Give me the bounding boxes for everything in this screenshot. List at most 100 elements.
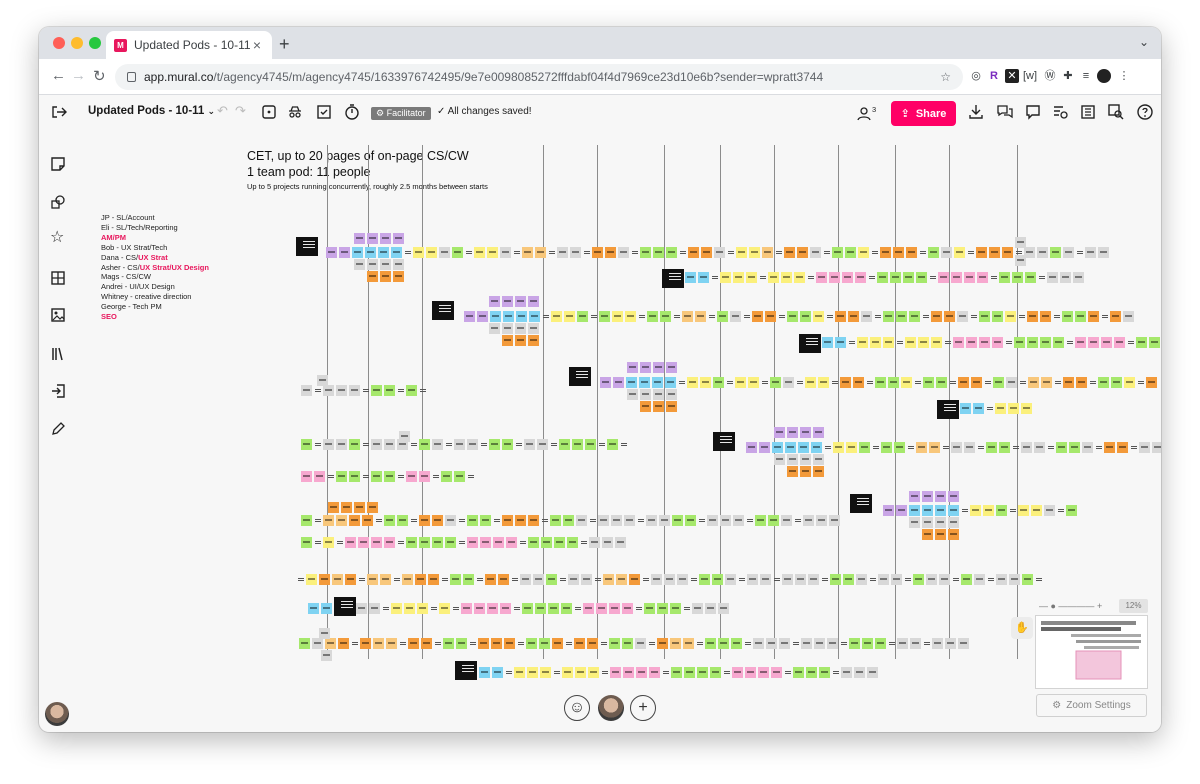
sticky-note[interactable] <box>1117 442 1128 453</box>
sticky-note[interactable] <box>948 517 959 528</box>
sticky-note[interactable] <box>577 311 588 322</box>
sticky-note[interactable] <box>829 515 840 526</box>
sticky-note[interactable] <box>801 638 812 649</box>
sticky-note[interactable] <box>332 574 343 585</box>
invite-add-button[interactable]: + <box>630 695 656 721</box>
import-icon[interactable] <box>50 383 66 399</box>
sticky-note[interactable] <box>835 337 846 348</box>
browser-menu-icon[interactable]: ⋮ <box>1118 70 1130 82</box>
sticky-note[interactable] <box>464 311 475 322</box>
sticky-note[interactable] <box>745 667 756 678</box>
sticky-note[interactable] <box>419 471 430 482</box>
sticky-note[interactable] <box>989 247 1000 258</box>
sticky-note[interactable] <box>1152 442 1161 453</box>
sticky-note[interactable] <box>384 385 395 396</box>
sticky-note[interactable] <box>1082 442 1093 453</box>
sticky-note[interactable] <box>419 537 430 548</box>
sticky-note[interactable] <box>568 574 579 585</box>
share-button[interactable]: ⇪ Share <box>891 101 956 126</box>
sticky-note[interactable] <box>787 427 798 438</box>
sticky-note[interactable] <box>671 667 682 678</box>
sticky-note[interactable] <box>419 515 430 526</box>
tab-search-chevron-icon[interactable]: ⌄ <box>1138 35 1149 49</box>
sticky-note[interactable] <box>781 272 792 283</box>
sticky-note[interactable] <box>894 442 905 453</box>
sticky-note[interactable] <box>653 362 664 373</box>
title-chevron-down-icon[interactable]: ⌄ <box>207 106 216 116</box>
sticky-note[interactable] <box>1012 272 1023 283</box>
sticky-note[interactable] <box>1104 442 1115 453</box>
sticky-note[interactable] <box>489 439 500 450</box>
sticky-note[interactable] <box>474 603 485 614</box>
sticky-note[interactable] <box>607 439 618 450</box>
project-label-card[interactable] <box>713 432 735 451</box>
profile-avatar-icon[interactable] <box>1097 69 1111 83</box>
sticky-note[interactable] <box>954 247 965 258</box>
sticky-note[interactable] <box>546 574 557 585</box>
sticky-note[interactable] <box>384 515 395 526</box>
sticky-note[interactable] <box>336 385 347 396</box>
sticky-note[interactable] <box>371 471 382 482</box>
sticky-note[interactable] <box>653 247 664 258</box>
sticky-note[interactable] <box>502 439 513 450</box>
sticky-note[interactable] <box>1146 377 1157 388</box>
sticky-note[interactable] <box>367 233 378 244</box>
sticky-note[interactable] <box>979 337 990 348</box>
sticky-note[interactable] <box>951 272 962 283</box>
sticky-note[interactable] <box>456 638 467 649</box>
sticky-note[interactable] <box>561 603 572 614</box>
sticky-note[interactable] <box>687 377 698 388</box>
sticky-note[interactable] <box>524 439 535 450</box>
sticky-note[interactable] <box>384 537 395 548</box>
sticky-note[interactable] <box>557 247 568 258</box>
sticky-note[interactable] <box>1009 574 1020 585</box>
sticky-note[interactable] <box>1041 377 1052 388</box>
sticky-note[interactable] <box>787 454 798 465</box>
sticky-note[interactable] <box>822 337 833 348</box>
sticky-note[interactable] <box>1139 442 1150 453</box>
sticky-note[interactable] <box>574 638 585 649</box>
sticky-note[interactable] <box>515 323 526 334</box>
sticky-note[interactable] <box>489 296 500 307</box>
sticky-note[interactable] <box>735 377 746 388</box>
sticky-note[interactable] <box>771 667 782 678</box>
sticky-note[interactable] <box>540 667 551 678</box>
puzzle-extension-icon[interactable]: ✚ <box>1063 70 1073 82</box>
sticky-note[interactable] <box>795 574 806 585</box>
sticky-note[interactable] <box>855 272 866 283</box>
sticky-note[interactable] <box>774 427 785 438</box>
sticky-note[interactable] <box>500 247 511 258</box>
sticky-note[interactable] <box>941 247 952 258</box>
sticky-note[interactable] <box>732 667 743 678</box>
sticky-note[interactable] <box>1101 337 1112 348</box>
sticky-note[interactable] <box>1006 377 1017 388</box>
facilitator-badge[interactable]: ⚙ Facilitator <box>371 107 431 120</box>
project-label-card[interactable] <box>662 269 684 288</box>
sticky-note[interactable] <box>659 515 670 526</box>
sticky-note[interactable] <box>397 439 408 450</box>
sticky-note[interactable] <box>922 505 933 516</box>
sticky-note[interactable] <box>797 247 808 258</box>
sticky-note[interactable] <box>945 638 956 649</box>
project-label-card[interactable] <box>937 400 959 419</box>
sticky-note[interactable] <box>323 515 334 526</box>
sticky-note[interactable] <box>665 377 676 388</box>
sticky-note[interactable] <box>349 471 360 482</box>
sticky-note[interactable] <box>653 401 664 412</box>
sticky-note[interactable] <box>535 603 546 614</box>
sticky-note[interactable] <box>842 272 853 283</box>
maximize-window-button[interactable] <box>89 37 101 49</box>
sticky-note[interactable] <box>356 603 367 614</box>
sticky-note[interactable] <box>299 638 310 649</box>
sticky-note[interactable] <box>323 385 334 396</box>
sticky-note[interactable] <box>489 323 500 334</box>
sticky-note[interactable] <box>588 667 599 678</box>
sticky-note[interactable] <box>893 247 904 258</box>
sticky-note[interactable] <box>480 515 491 526</box>
sticky-note[interactable] <box>859 442 870 453</box>
sticky-note[interactable] <box>1028 377 1039 388</box>
sticky-note[interactable] <box>909 505 920 516</box>
sticky-note[interactable] <box>905 337 916 348</box>
sticky-note[interactable] <box>391 603 402 614</box>
sticky-note[interactable] <box>840 377 851 388</box>
